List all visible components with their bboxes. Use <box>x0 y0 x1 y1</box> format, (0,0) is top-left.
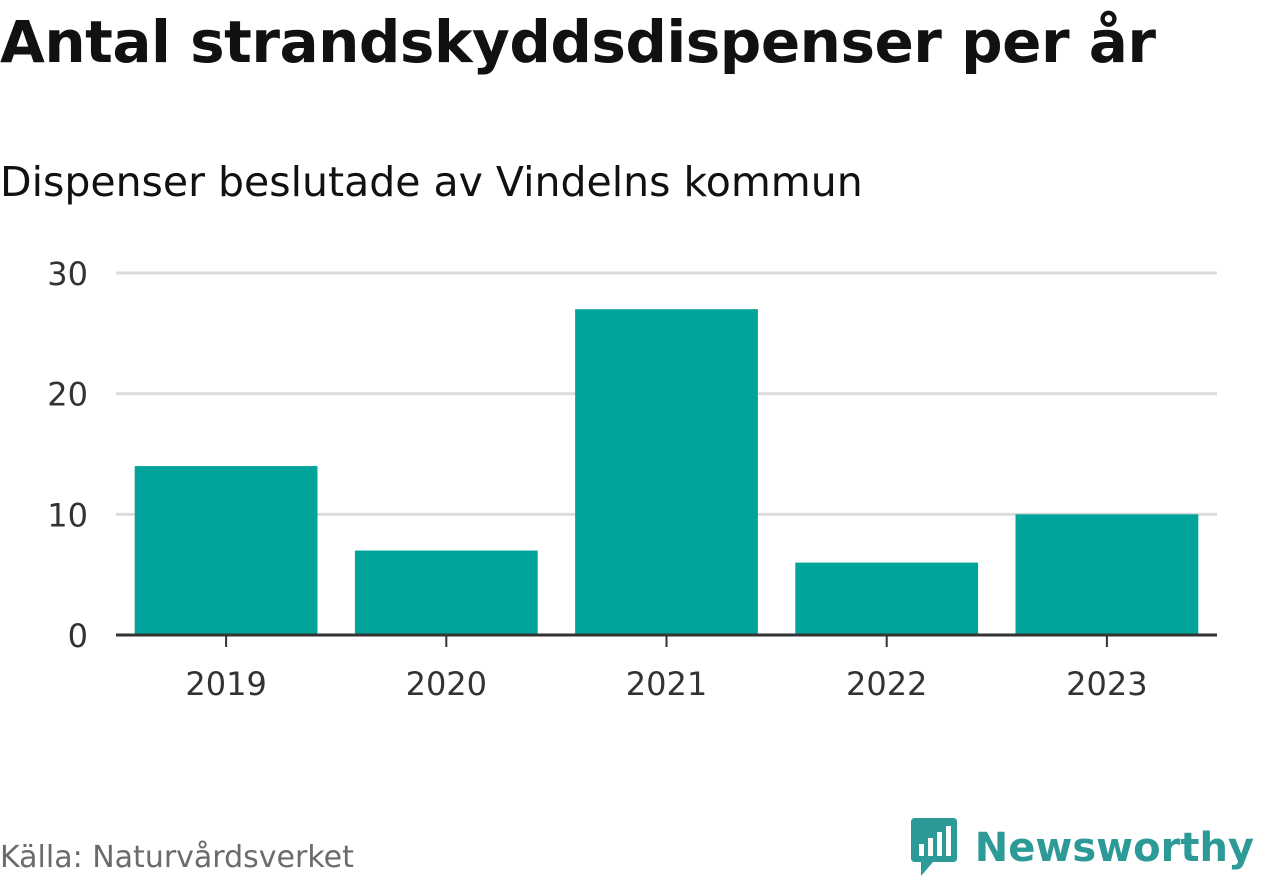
x-tick-label: 2022 <box>846 665 927 703</box>
chart-subtitle: Dispenser beslutade av Vindelns kommun <box>0 158 863 206</box>
bars <box>134 309 1199 635</box>
y-tick-label: 10 <box>47 496 88 534</box>
y-tick-label: 0 <box>68 617 88 655</box>
source-note: Källa: Naturvårdsverket <box>0 840 354 875</box>
x-axis <box>116 633 1217 647</box>
bar-2021 <box>575 309 758 635</box>
bar-2020 <box>354 550 538 635</box>
x-tick-label: 2020 <box>406 665 487 703</box>
x-axis-tick-labels: 2019 2020 2021 2022 2023 <box>185 665 1147 703</box>
x-tick-label: 2023 <box>1066 665 1147 703</box>
newsworthy-logo-icon <box>910 818 957 876</box>
y-tick-label: 20 <box>47 376 88 414</box>
y-tick-label: 30 <box>47 255 88 293</box>
chart-title: Antal strandskyddsdispenser per år <box>0 8 1156 76</box>
brand-logo: Newsworthy <box>909 818 1254 878</box>
brand-name: Newsworthy <box>974 825 1254 871</box>
y-axis-tick-labels: 0 10 20 30 <box>47 255 88 655</box>
bar-2019 <box>134 466 318 635</box>
x-tick-label: 2021 <box>626 665 707 703</box>
bar-2023 <box>1015 514 1199 635</box>
bar-2022 <box>795 562 979 635</box>
x-tick-label: 2019 <box>185 665 266 703</box>
